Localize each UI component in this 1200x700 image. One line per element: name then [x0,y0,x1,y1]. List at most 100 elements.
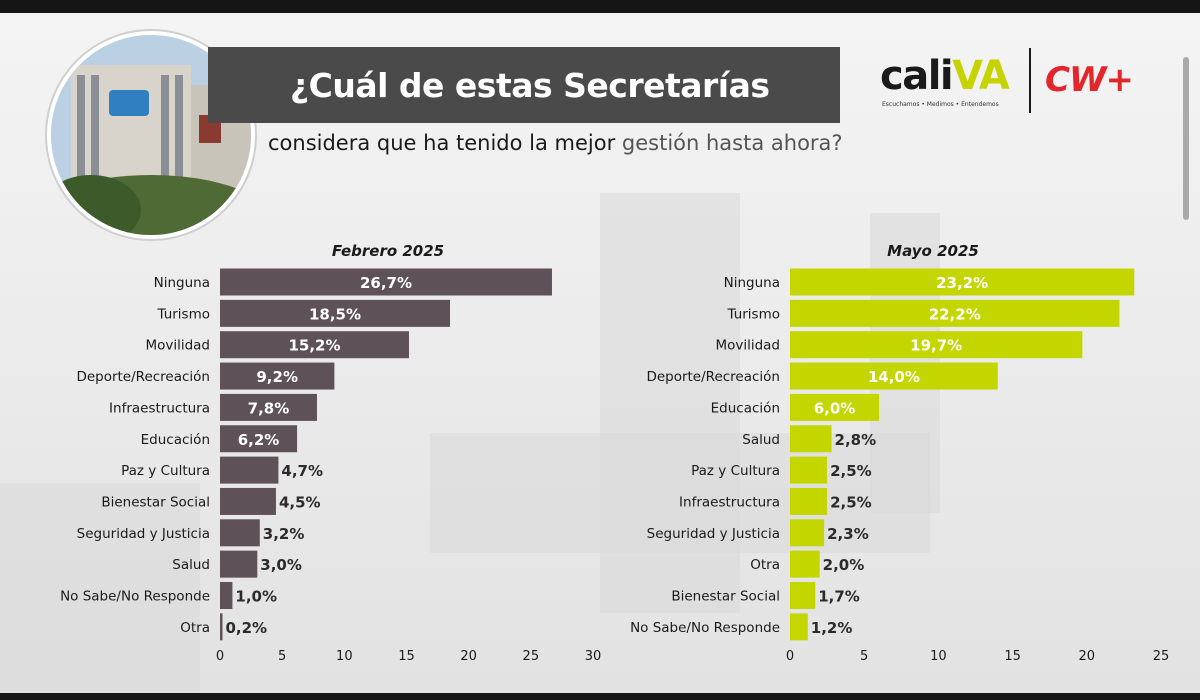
logo-divider [1029,48,1031,113]
caliva-logo-accent: VA [952,53,1010,99]
subtitle-bold-part: considera que ha tenido la mejor [268,131,616,155]
may-value-label-1: 22,2% [929,305,981,323]
feb-category-label-5: Educación [141,432,210,448]
feb-category-label-10: No Sabe/No Responde [60,589,210,605]
feb-value-label-9: 3,0% [260,556,302,574]
may-category-label-8: Seguridad y Justicia [647,526,780,542]
feb-x-tick-0: 0 [216,649,224,664]
feb-bar-1 [220,299,451,327]
feb-value-label-6: 4,7% [281,462,323,480]
may-category-label-11: No Sabe/No Responde [630,620,780,636]
subtitle-light-part: gestión hasta ahora? [621,131,843,155]
may-category-label-7: Infraestructura [679,494,780,510]
feb-x-tick-4: 20 [460,649,477,664]
may-value-label-0: 23,2% [936,274,988,292]
may-category-label-9: Otra [750,557,780,573]
feb-value-label-3: 9,2% [256,368,298,386]
feb-category-label-3: Deporte/Recreación [76,369,210,385]
feb-value-label-7: 4,5% [279,493,321,511]
may-category-label-3: Deporte/Recreación [646,369,780,385]
feb-bar-6 [220,456,279,484]
feb-value-label-2: 15,2% [288,337,340,355]
may-value-label-2: 19,7% [910,337,962,355]
may-x-tick-0: 0 [786,649,794,664]
page-title: ¿Cuál de estas Secretarías [290,66,770,105]
may-x-tick-4: 20 [1079,649,1096,664]
feb-x-tick-1: 5 [278,649,286,664]
feb-category-label-4: Infraestructura [109,400,210,416]
feb-x-tick-5: 25 [523,649,540,664]
may-category-label-1: Turismo [727,306,781,322]
feb-bar-3 [220,362,335,390]
feb-bar-8 [220,519,260,547]
feb-bar-9 [220,550,258,578]
feb-bar-2 [220,331,409,359]
may-x-tick-1: 5 [860,649,868,664]
caliva-tagline: Escuchamos • Medimos • Entendemos [882,101,999,108]
feb-bar-0 [220,268,552,296]
caliva-logo-main: cali [880,53,954,99]
feb-value-label-0: 26,7% [360,274,412,292]
may-category-label-10: Bienestar Social [671,589,780,605]
feb-value-label-8: 3,2% [263,525,305,543]
feb-category-label-6: Paz y Cultura [121,463,210,479]
may-bar-6 [790,456,828,484]
may-bar-10 [790,582,816,609]
may-bar-2 [790,331,1083,359]
feb-category-label-7: Bienestar Social [101,494,210,510]
may-value-label-5: 2,8% [835,431,877,449]
may-bar-1 [790,299,1120,327]
may-category-label-4: Educación [711,400,780,416]
feb-chart-title: Febrero 2025 [332,242,444,260]
may-x-tick-2: 10 [930,649,947,664]
may-bar-8 [790,519,825,547]
feb-bar-5 [220,425,298,453]
page-subtitle: considera que ha tenido la mejor gestión… [268,127,843,159]
may-value-label-8: 2,3% [827,525,869,543]
may-bar-4 [790,393,880,421]
feb-category-label-2: Movilidad [145,338,210,354]
may-value-label-9: 2,0% [823,556,865,574]
may-value-label-6: 2,5% [830,462,872,480]
may-bar-5 [790,425,832,453]
may-bar-7 [790,487,828,515]
may-bar-11 [790,613,808,641]
may-value-label-4: 6,0% [814,399,856,417]
feb-category-label-11: Otra [180,620,210,636]
feb-category-label-1: Turismo [157,306,211,322]
may-category-label-5: Salud [742,432,780,448]
feb-category-label-9: Salud [172,557,210,573]
feb-x-tick-6: 30 [585,649,602,664]
may-bar-9 [790,550,820,578]
feb-value-label-5: 6,2% [238,431,280,449]
feb-bar-11 [220,613,223,641]
may-category-label-2: Movilidad [715,338,780,354]
feb-value-label-1: 18,5% [309,305,361,323]
scrollbar-thumb[interactable] [1183,57,1189,220]
may-category-label-0: Ninguna [724,275,780,291]
title-banner [208,47,840,123]
cw-plus-logo: CW+ [1045,60,1134,100]
may-x-tick-5: 25 [1153,649,1170,664]
may-bar-0 [790,268,1135,296]
top-border [0,0,1200,13]
feb-bar-7 [220,487,276,515]
may-category-label-6: Paz y Cultura [691,463,780,479]
feb-value-label-11: 0,2% [225,619,267,637]
may-x-tick-3: 15 [1004,649,1021,664]
may-chart-title: Mayo 2025 [887,242,979,260]
feb-bar-10 [220,582,233,609]
may-value-label-11: 1,2% [811,619,853,637]
feb-category-label-0: Ninguna [154,275,210,291]
may-value-label-3: 14,0% [868,368,920,386]
feb-x-tick-2: 10 [336,649,353,664]
may-value-label-7: 2,5% [830,493,872,511]
feb-category-label-8: Seguridad y Justicia [77,526,210,542]
caliva-logo: caliVA Escuchamos • Medimos • Entendemos [880,52,1015,112]
feb-value-label-10: 1,0% [235,588,277,606]
may-value-label-10: 1,7% [818,588,860,606]
feb-bar-4 [220,393,317,421]
may-bar-3 [790,362,998,390]
feb-value-label-4: 7,8% [248,399,290,417]
